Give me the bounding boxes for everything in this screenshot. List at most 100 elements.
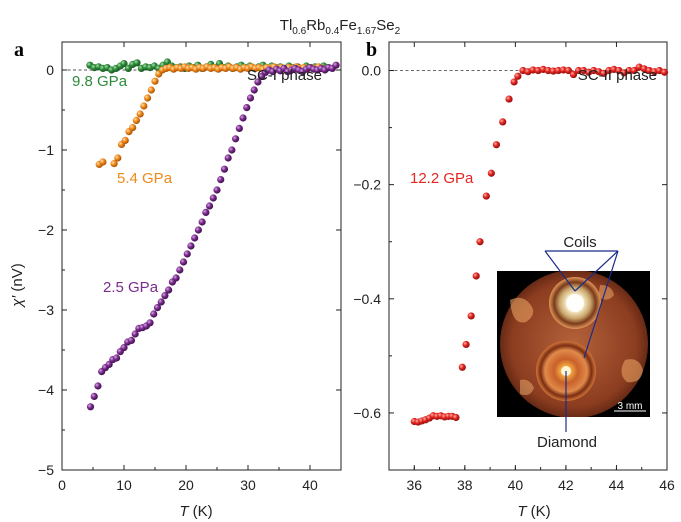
ytick-label-b: −0.6 xyxy=(353,405,381,421)
panel-b-phase-label: SC-II phase xyxy=(578,67,657,84)
data-point-a-series-1 xyxy=(151,77,159,85)
data-point-a-series-1 xyxy=(110,160,118,168)
data-point-b-series-0 xyxy=(510,78,518,86)
panel-a-points xyxy=(86,58,340,411)
data-point-a-series-2 xyxy=(165,286,173,294)
title-fe-sub: 1.67 xyxy=(357,26,377,37)
panel-b-letter: b xyxy=(366,39,377,61)
ytick-label-a: −3 xyxy=(38,302,54,318)
data-point-a-series-1 xyxy=(129,124,137,132)
data-point-a-series-1 xyxy=(147,86,155,94)
data-point-a-series-2 xyxy=(176,266,184,274)
data-point-a-series-2 xyxy=(220,165,229,173)
data-point-a-series-2 xyxy=(120,344,128,352)
data-point-a-series-1 xyxy=(132,116,140,124)
data-point-a-series-2 xyxy=(94,382,102,390)
data-point-b-series-0 xyxy=(482,192,490,200)
inset-scale-bar-label: 3 mm xyxy=(618,401,643,412)
data-point-a-series-2 xyxy=(332,61,340,69)
data-point-a-series-2 xyxy=(254,78,262,86)
data-point-a-series-2 xyxy=(172,274,180,282)
panel-a-ylabel: χ′ (nV) xyxy=(9,263,26,309)
data-point-a-series-1 xyxy=(99,158,107,166)
data-point-b-series-0 xyxy=(492,141,501,149)
title-tl: Tl xyxy=(280,17,293,34)
data-point-a-series-2 xyxy=(232,135,240,143)
inset-label-coils: Coils xyxy=(563,234,596,251)
inset-photo: Coils Diamond 3 mm xyxy=(497,234,650,451)
xtick-label-b: 40 xyxy=(508,477,524,493)
data-point-a-series-2 xyxy=(224,154,232,162)
figure-title: Tl0.6Rb0.4Fe1.67Se2 xyxy=(280,17,401,37)
title-se: Se xyxy=(376,17,394,34)
panel-b-xlabel: T (K) xyxy=(517,503,550,520)
xtick-label-b: 44 xyxy=(609,477,625,493)
data-point-b-series-0 xyxy=(452,413,460,422)
panel-a-letter: a xyxy=(14,39,24,61)
title-tl-sub: 0.6 xyxy=(292,26,306,37)
data-point-a-series-2 xyxy=(112,354,121,362)
data-point-b-series-0 xyxy=(472,272,480,280)
data-point-a-series-2 xyxy=(228,146,236,154)
xtick-label-a: 0 xyxy=(58,477,66,493)
ylabel-unit: (nV) xyxy=(9,263,26,296)
panel-b-axes: 36 38 40 42 44 46 −0.6 −0.4 −0.2 0.0 xyxy=(353,41,675,493)
data-point-a-series-2 xyxy=(205,202,214,210)
data-point-a-series-2 xyxy=(131,330,139,338)
data-point-b-series-0 xyxy=(462,340,470,349)
data-point-b-series-0 xyxy=(660,68,669,76)
xlabel-var-b: T xyxy=(517,503,528,520)
xtick-label-a: 20 xyxy=(178,477,194,493)
data-point-a-series-2 xyxy=(153,304,162,312)
panel-a-xlabel: T (K) xyxy=(179,503,212,520)
panel-a-axes: 0 10 20 30 40 −5 −4 −3 −2 −1 0 xyxy=(38,41,342,493)
data-point-a-series-2 xyxy=(239,114,247,122)
data-point-a-series-2 xyxy=(209,194,217,202)
data-point-b-series-0 xyxy=(630,66,638,75)
data-point-a-series-2 xyxy=(157,298,165,306)
data-point-a-series-0 xyxy=(120,60,128,68)
title-se-sub: 2 xyxy=(395,26,401,37)
data-point-a-series-2 xyxy=(243,104,251,112)
data-point-a-series-2 xyxy=(90,392,98,400)
data-point-b-series-0 xyxy=(476,238,484,246)
data-point-a-series-2 xyxy=(235,124,243,132)
series-label-5-4gpa: 5.4 GPa xyxy=(117,170,173,187)
data-point-a-series-1 xyxy=(114,154,122,162)
ytick-label-b: 0.0 xyxy=(362,63,382,79)
ytick-label-a: −2 xyxy=(38,222,54,238)
ytick-label-a: −5 xyxy=(38,462,54,478)
ytick-label-a: 0 xyxy=(46,62,54,78)
data-point-a-series-1 xyxy=(121,136,129,144)
ytick-label-a: −4 xyxy=(38,382,54,398)
panel-b: b 36 38 40 42 44 46 −0.6 −0.4 −0.2 0.0 Coils xyxy=(353,39,675,520)
data-point-a-series-2 xyxy=(198,218,206,226)
data-point-b-series-0 xyxy=(514,72,522,80)
data-point-a-series-2 xyxy=(179,258,188,266)
ytick-label-a: −1 xyxy=(38,142,54,158)
data-point-a-series-2 xyxy=(150,310,158,318)
xlabel-var: T xyxy=(179,503,190,520)
panel-b-points xyxy=(410,63,669,426)
panel-a-phase-label: SC-I phase xyxy=(247,67,322,84)
data-point-b-series-0 xyxy=(467,312,475,320)
data-point-b-series-0 xyxy=(499,118,507,126)
data-point-b-series-0 xyxy=(564,66,573,75)
panel-a: a 0 10 20 30 40 −5 −4 −3 −2 −1 0 SC-I phase 9.8 GP… xyxy=(9,39,342,520)
data-point-b-series-0 xyxy=(625,66,633,75)
series-label-2-5gpa: 2.5 GPa xyxy=(103,279,159,296)
data-point-a-series-2 xyxy=(183,250,191,258)
data-point-a-series-2 xyxy=(202,208,210,216)
title-rb-sub: 0.4 xyxy=(325,26,339,37)
data-point-b-series-0 xyxy=(487,169,495,177)
data-point-a-series-1 xyxy=(136,110,144,118)
xtick-label-a: 40 xyxy=(302,477,318,493)
data-point-a-series-2 xyxy=(246,94,255,102)
data-point-b-series-0 xyxy=(458,363,466,371)
ytick-label-b: −0.2 xyxy=(353,177,381,193)
series-label-9-8gpa: 9.8 GPa xyxy=(72,73,128,90)
data-point-a-series-2 xyxy=(194,226,202,234)
data-point-a-series-2 xyxy=(86,403,95,411)
xlabel-unit-b: (K) xyxy=(527,503,551,520)
